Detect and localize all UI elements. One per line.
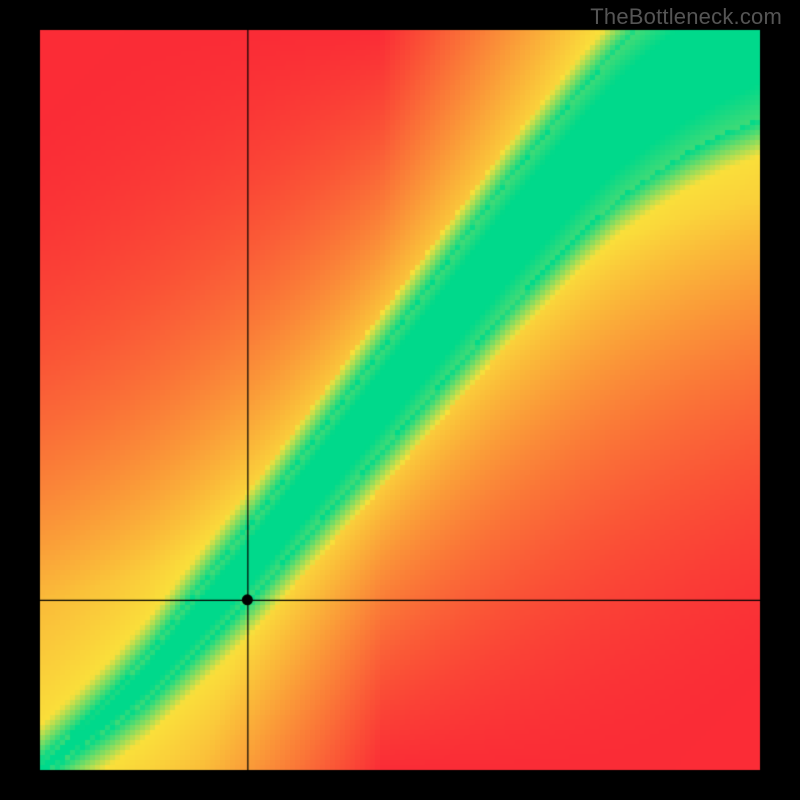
watermark-text: TheBottleneck.com	[590, 4, 782, 30]
chart-container: TheBottleneck.com	[0, 0, 800, 800]
bottleneck-heatmap	[0, 0, 800, 800]
